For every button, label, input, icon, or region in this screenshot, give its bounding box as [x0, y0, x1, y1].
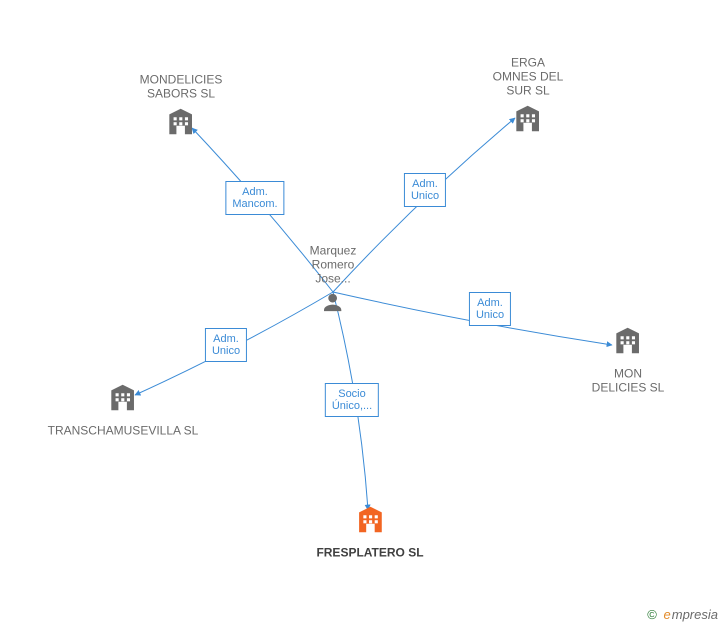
person-icon: [320, 290, 346, 316]
company-label: MONDELICIES SABORS SL: [140, 73, 223, 101]
brand-rest: mpresia: [672, 607, 718, 622]
company-label: MON DELICIES SL: [592, 367, 665, 395]
company-label: TRANSCHAMUSEVILLA SL: [48, 424, 199, 438]
center-person-label: Marquez Romero Jose...: [310, 244, 357, 286]
building-icon: [611, 324, 645, 358]
building-icon: [511, 102, 545, 136]
company-label: ERGA OMNES DEL SUR SL: [493, 56, 564, 98]
company-mondelicies-sabors: MONDELICIES SABORS SL: [140, 73, 223, 144]
copyright-symbol: ©: [647, 607, 657, 622]
company-label: FRESPLATERO SL: [316, 546, 423, 560]
footer-credit: © empresia: [647, 607, 718, 622]
building-icon: [106, 381, 140, 415]
diagram-canvas: Marquez Romero Jose... MONDELICIES SABOR…: [0, 0, 728, 630]
edge-label: Adm. Unico: [205, 328, 247, 362]
brand-e: e: [664, 607, 671, 622]
company-transchamu: TRANSCHAMUSEVILLA SL: [48, 381, 199, 438]
company-fresplatero: FRESPLATERO SL: [316, 503, 423, 560]
edge-label: Adm. Mancom.: [225, 181, 284, 215]
edge-label: Adm. Unico: [404, 173, 446, 207]
building-icon: [164, 105, 198, 139]
center-person: Marquez Romero Jose...: [310, 244, 357, 321]
building-icon: [353, 503, 387, 537]
company-erga: ERGA OMNES DEL SUR SL: [493, 56, 564, 141]
edge-label: Adm. Unico: [469, 292, 511, 326]
company-mon-delicies: MON DELICIES SL: [592, 324, 665, 395]
edge-label: Socio Único,...: [325, 383, 379, 417]
